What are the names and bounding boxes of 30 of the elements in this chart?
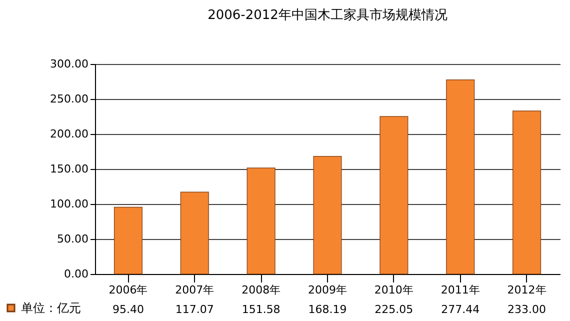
x-tick-label: 2012年 bbox=[507, 284, 546, 296]
data-label: 95.40 bbox=[112, 303, 144, 316]
x-tick-label: 2008年 bbox=[242, 284, 281, 296]
y-tick-label: 50.00 bbox=[57, 232, 88, 246]
bar bbox=[180, 192, 209, 274]
x-tick-label: 2011年 bbox=[440, 284, 480, 296]
data-label: 277.44 bbox=[441, 303, 480, 316]
data-label: 168.19 bbox=[308, 303, 347, 316]
x-tick-label: 2009年 bbox=[308, 284, 347, 296]
bar bbox=[246, 168, 276, 274]
y-tick-label: 150.00 bbox=[50, 162, 88, 176]
data-label: 233.00 bbox=[508, 303, 546, 316]
bar bbox=[313, 156, 342, 274]
x-tick-label: 2010年 bbox=[374, 284, 414, 296]
bar bbox=[446, 79, 475, 274]
data-label: 151.58 bbox=[242, 303, 280, 316]
data-label: 117.07 bbox=[175, 303, 214, 316]
bar bbox=[114, 206, 142, 274]
y-tick-label: 250.00 bbox=[50, 92, 88, 106]
y-tick-label: 0.00 bbox=[64, 268, 88, 280]
y-tick-label: 300.00 bbox=[50, 58, 88, 70]
legend-label: 单位：亿元 bbox=[21, 301, 81, 315]
x-tick-label: 2006年 bbox=[108, 284, 148, 296]
x-tick-label: 2007年 bbox=[175, 284, 214, 296]
y-tick-label: 100.00 bbox=[50, 198, 88, 210]
chart-title: 2006-2012年中国木工家具市场规模情况 bbox=[208, 7, 448, 23]
data-label: 225.05 bbox=[374, 303, 414, 316]
y-tick-label: 200.00 bbox=[50, 128, 88, 140]
bar bbox=[380, 116, 408, 274]
bar bbox=[512, 110, 542, 274]
